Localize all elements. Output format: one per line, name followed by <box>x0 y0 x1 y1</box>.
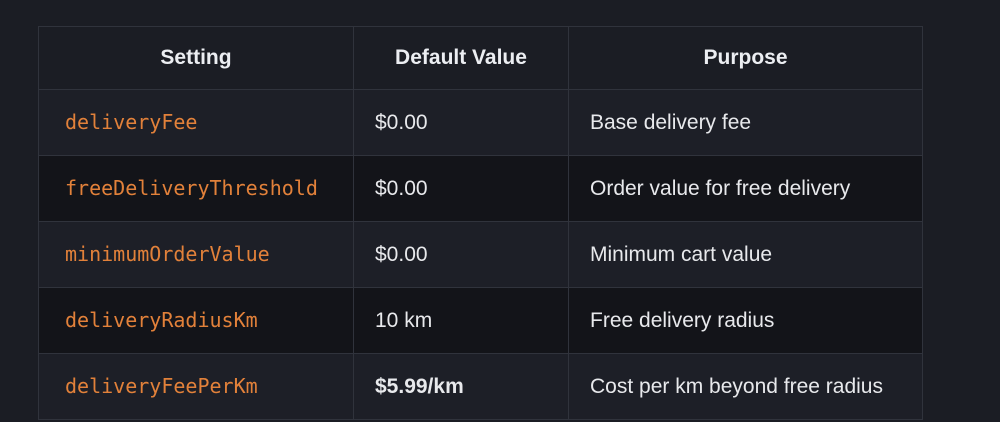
table-body: deliveryFee $0.00 Base delivery fee free… <box>38 89 923 420</box>
table-row: freeDeliveryThreshold $0.00 Order value … <box>38 155 923 222</box>
settings-table: Setting Default Value Purpose deliveryFe… <box>38 26 923 420</box>
column-header-purpose: Purpose <box>568 26 923 90</box>
default-value-cell: $0.00 <box>353 89 569 156</box>
setting-name: deliveryRadiusKm <box>65 308 258 332</box>
column-header-setting: Setting <box>38 26 354 90</box>
column-header-default-value: Default Value <box>353 26 569 90</box>
setting-cell: deliveryFee <box>38 89 354 156</box>
purpose-cell: Free delivery radius <box>568 287 923 354</box>
purpose-cell: Cost per km beyond free radius <box>568 353 923 420</box>
setting-name: deliveryFeePerKm <box>65 374 258 398</box>
header-row: Setting Default Value Purpose <box>38 26 923 90</box>
table-row: deliveryRadiusKm 10 km Free delivery rad… <box>38 287 923 354</box>
default-value-cell: $0.00 <box>353 221 569 288</box>
default-value-cell: 10 km <box>353 287 569 354</box>
purpose-cell: Order value for free delivery <box>568 155 923 222</box>
default-value-cell: $5.99/km <box>353 353 569 420</box>
purpose-cell: Minimum cart value <box>568 221 923 288</box>
purpose-cell: Base delivery fee <box>568 89 923 156</box>
setting-cell: deliveryFeePerKm <box>38 353 354 420</box>
table-row: deliveryFee $0.00 Base delivery fee <box>38 89 923 156</box>
setting-name: minimumOrderValue <box>65 242 270 266</box>
setting-cell: minimumOrderValue <box>38 221 354 288</box>
setting-cell: freeDeliveryThreshold <box>38 155 354 222</box>
setting-cell: deliveryRadiusKm <box>38 287 354 354</box>
setting-name: freeDeliveryThreshold <box>65 176 318 200</box>
table-row: deliveryFeePerKm $5.99/km Cost per km be… <box>38 353 923 420</box>
setting-name: deliveryFee <box>65 110 198 134</box>
default-value-cell: $0.00 <box>353 155 569 222</box>
table-row: minimumOrderValue $0.00 Minimum cart val… <box>38 221 923 288</box>
table-header: Setting Default Value Purpose <box>38 26 923 90</box>
